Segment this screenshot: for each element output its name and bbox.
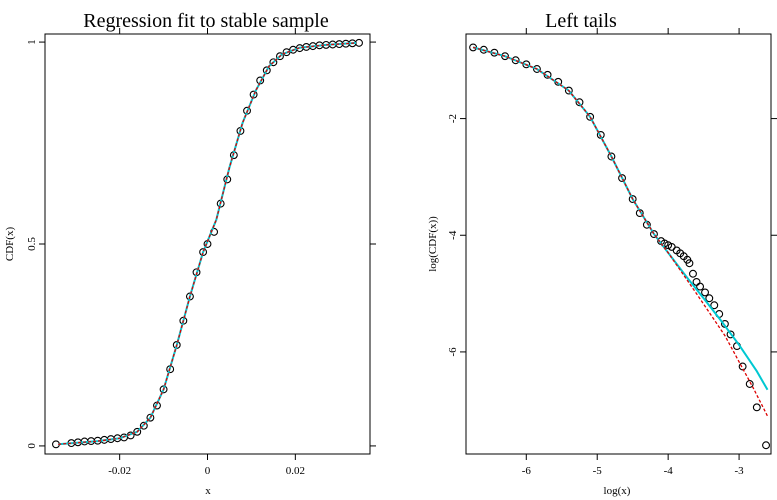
right-x-tick-label: -5 [593,465,603,477]
right-y-tick-label: -2 [447,114,459,123]
right-data-point [650,230,658,239]
right-data-point [628,195,637,204]
right-data-point [696,282,705,291]
left-x-tick-label: 0 [205,465,211,477]
right-data-point [564,86,573,95]
left-plot-frame [44,33,371,455]
right-y-tick-label: -4 [447,230,459,240]
right-data-point [607,152,616,161]
left-data-point [262,66,271,75]
right-data-point [685,259,694,268]
right-x-tick-label: -3 [734,465,744,477]
right-series [469,43,770,450]
left-fit-line-dashed [58,42,357,445]
right-x-tick-label: -4 [664,465,674,477]
left-x-tick-label: -0.02 [108,465,131,477]
right-x-tick-label: -6 [522,465,532,477]
right-data-point [689,269,697,278]
right-data-point [692,277,701,286]
left-title: Regression fit to stable sample [83,10,329,32]
right-data-point [705,294,714,303]
panel-left: Regression fit to stable sample -0.02 0 0.… [4,10,376,497]
left-data-point [139,421,148,430]
left-x-tick-label: 0.02 [286,465,305,477]
right-data-point [710,301,719,310]
panel-right: Left tails -6 -5 -4 -3 -2 -4 -6 log(x) log(CDF… [427,10,777,497]
left-y-tick-label: 0 [26,443,38,449]
right-data-point [701,288,709,297]
left-axis-ticks: -0.02 0 0.02 0 0.5 1 [26,28,376,477]
right-plot-frame [465,33,772,455]
right-data-point [762,441,770,450]
right-data-point [511,56,520,65]
right-data-point [532,65,541,73]
right-y-tick-label: -6 [447,347,459,357]
left-x-label: x [205,485,211,497]
right-data-point [618,174,626,183]
right-data-point [575,98,584,107]
right-fit-line-solid [472,46,769,391]
right-data-point [586,112,595,121]
right-data-point [752,403,761,412]
right-title: Left tails [545,10,617,32]
left-data-point [276,52,284,61]
left-y-tick-label: 0.5 [26,237,38,251]
left-data-point [146,413,155,422]
left-data-point [133,427,142,436]
right-data-point [745,380,754,388]
right-x-label: log(x) [604,485,631,497]
left-data-point [269,58,278,67]
left-series [52,38,363,449]
right-axis-ticks: -6 -5 -4 -3 -2 -4 -6 [447,28,777,477]
left-y-label: CDF(x) [4,227,16,262]
right-data-point [726,330,735,339]
left-y-tick-label: 1 [26,39,38,45]
left-fit-line-solid [58,41,357,446]
right-y-label: log(CDF(x)) [427,216,439,272]
right-data-point [738,362,747,371]
right-fit-line-dashed [472,46,769,417]
